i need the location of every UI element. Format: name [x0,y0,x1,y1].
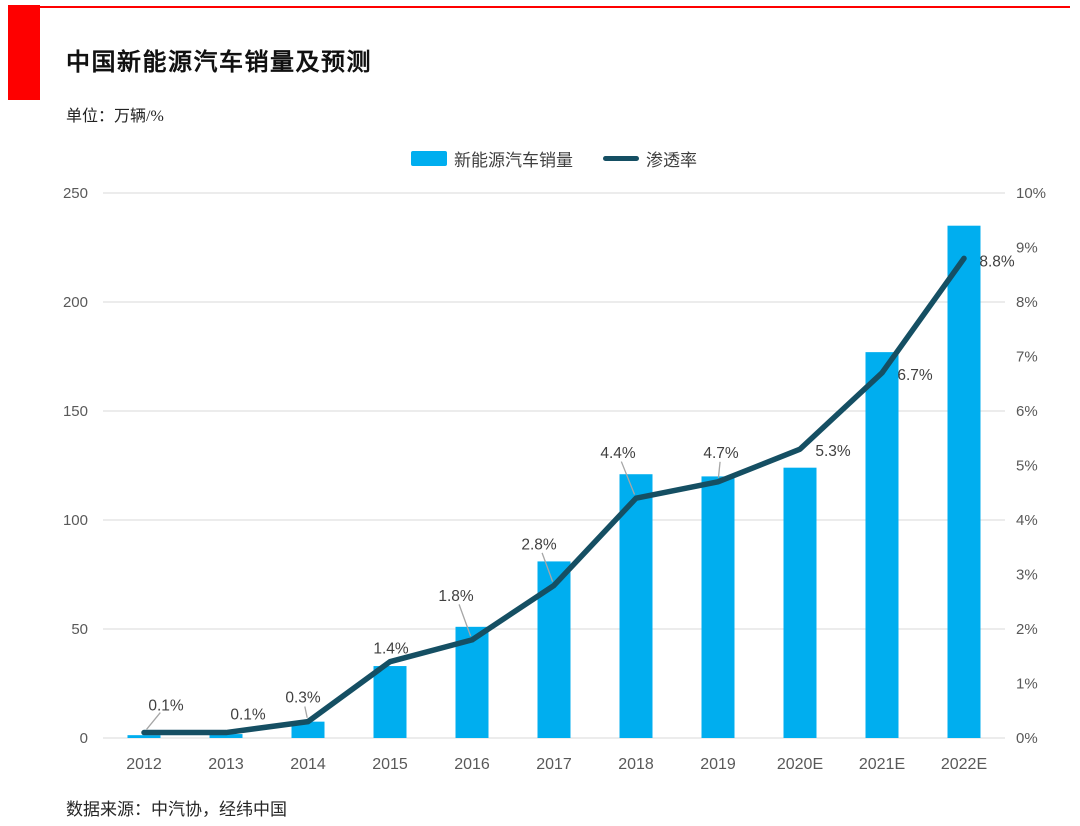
red-accent-line [40,6,1070,8]
left-axis-tick: 100 [63,512,88,529]
label-leader-line [717,461,721,478]
penetration-data-label: 2.8% [521,536,557,553]
x-axis-label: 2021E [859,756,905,773]
penetration-data-label: 4.7% [703,445,739,462]
left-axis-tick: 50 [71,621,88,638]
left-axis-tick: 0 [80,730,88,747]
legend-item-penetration: 渗透率 [603,146,697,171]
x-axis-label: 2018 [618,756,654,773]
x-axis-label: 2019 [700,756,736,773]
right-axis-tick: 4% [1016,512,1038,529]
sales-bar [373,666,407,738]
right-axis-tick: 8% [1016,294,1038,311]
label-leader-line [541,552,554,582]
penetration-data-label: 5.3% [815,443,851,460]
penetration-data-label: 1.4% [373,641,409,658]
sales-bar [291,721,325,738]
page-title: 中国新能源汽车销量及预测 [66,49,372,76]
right-axis-tick: 2% [1016,621,1038,638]
right-axis-tick: 1% [1016,676,1038,693]
left-axis-tick: 150 [63,403,88,420]
label-leader-line [304,706,308,718]
penetration-data-label: 6.7% [897,367,933,384]
legend-label-penetration: 渗透率 [646,150,697,170]
red-accent-block [8,5,40,100]
penetration-data-label: 4.4% [600,445,636,462]
x-axis-label: 2014 [290,756,326,773]
x-axis-label: 2013 [208,756,244,773]
penetration-data-label: 1.8% [438,588,474,605]
sales-bar [127,735,161,738]
left-axis-tick: 250 [63,185,88,202]
label-leader-line [620,461,636,495]
label-leader-line [458,604,472,637]
penetration-data-label: 0.1% [148,698,184,715]
sales-bar [209,734,243,738]
label-leader-line [146,712,161,730]
penetration-data-label: 0.3% [285,690,321,707]
chart-area: 0 50 100 150 200 250 0% 1% 2% 3% 4% 5% 6% 7% 8% 9% 10% 0.… [0,180,1080,796]
x-axis-label: 2015 [372,756,408,773]
sales-bar [865,352,899,738]
penetration-data-label: 8.8% [979,253,1015,270]
chart-legend: 新能源汽车销量 渗透率 [103,146,1005,170]
sales-bar [783,467,817,738]
legend-label-sales: 新能源汽车销量 [454,150,573,170]
right-axis-tick: 9% [1016,240,1038,257]
right-axis-tick: 10% [1016,185,1046,202]
penetration-line [141,255,967,736]
right-axis-tick: 5% [1016,458,1038,475]
right-axis-tick: 6% [1016,403,1038,420]
left-axis-tick: 200 [63,294,88,311]
sales-bar [947,225,981,738]
legend-item-sales: 新能源汽车销量 [411,146,573,171]
penetration-data-label: 0.1% [230,707,266,724]
right-axis-tick: 7% [1016,349,1038,366]
unit-label: 单位：万辆/% [66,108,164,125]
bar-legend-swatch [411,150,447,166]
sales-bar [701,476,735,738]
line-legend-swatch [603,155,639,161]
sales-penetration-chart: 0 50 100 150 200 250 0% 1% 2% 3% 4% 5% 6% 7% 8% 9% 10% 0.… [63,185,1046,773]
x-axis-label: 2017 [536,756,572,773]
x-axis-label: 2020E [777,756,823,773]
data-source-note: 数据来源：中汽协，经纬中国 [66,800,287,819]
x-axis-label: 2022E [941,756,987,773]
sales-bar [619,474,653,738]
x-axis-label: 2012 [126,756,162,773]
x-axis-label: 2016 [454,756,490,773]
right-axis-tick: 3% [1016,567,1038,584]
right-axis-tick: 0% [1016,730,1038,747]
